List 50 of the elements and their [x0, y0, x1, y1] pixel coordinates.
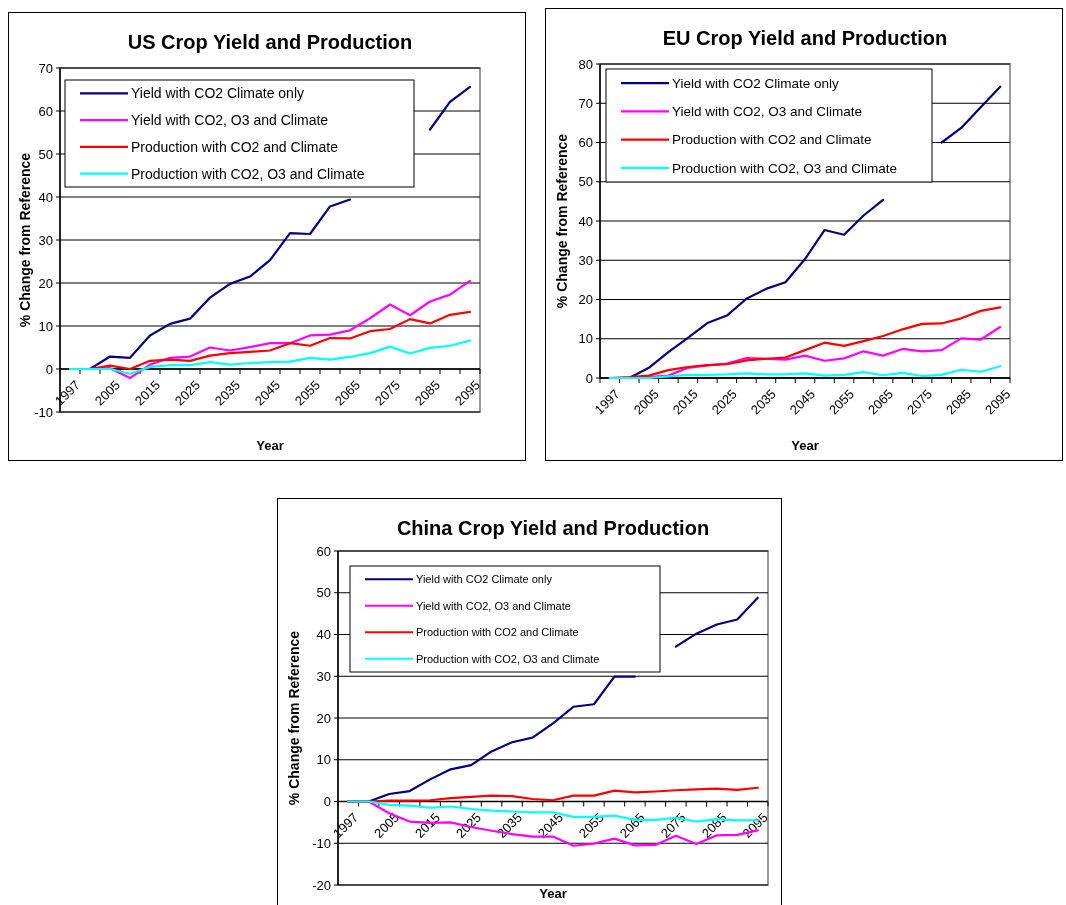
- y-tick-label: 50: [316, 585, 331, 601]
- y-axis-title: % Change from Reference: [554, 133, 570, 309]
- legend-label: Production with CO2, O3 and Climate: [131, 165, 365, 182]
- y-tick-label: 60: [316, 543, 331, 559]
- y-tick-label: 20: [38, 275, 53, 291]
- legend-label: Yield with CO2, O3 and Climate: [416, 599, 571, 612]
- chart-title: China Crop Yield and Production: [396, 517, 710, 539]
- y-tick-label: 30: [316, 668, 331, 684]
- y-tick-label: 20: [578, 292, 593, 307]
- y-tick-label: 0: [45, 361, 53, 377]
- legend-label: Yield with CO2, O3 and Climate: [672, 104, 863, 120]
- y-tick-label: 70: [38, 60, 53, 76]
- y-tick-label: 10: [316, 752, 331, 768]
- y-tick-label: 60: [578, 135, 593, 150]
- y-axis-title: % Change from Reference: [17, 152, 33, 328]
- y-tick-label: -10: [34, 404, 53, 420]
- y-tick-label: -20: [312, 877, 331, 893]
- y-tick-label: -10: [312, 835, 331, 851]
- y-tick-label: 20: [316, 710, 331, 726]
- y-tick-label: 10: [38, 318, 53, 334]
- chart-title: US Crop Yield and Production: [127, 31, 413, 53]
- line-series: [68, 339, 472, 375]
- y-tick-label: 30: [578, 252, 593, 268]
- legend-label: Yield with CO2 Climate only: [672, 75, 840, 91]
- legend-label: Yield with CO2 Climate only: [416, 573, 553, 586]
- legend-label: Production with CO2 and Climate: [131, 138, 339, 155]
- y-tick-label: 10: [578, 331, 593, 347]
- y-tick-label: 50: [578, 174, 593, 190]
- y-tick-label: 40: [38, 189, 53, 205]
- legend-label: Production with CO2 and Climate: [416, 626, 579, 639]
- y-tick-label: 30: [38, 232, 53, 248]
- y-tick-label: 0: [585, 370, 593, 386]
- y-tick-label: 80: [578, 56, 593, 72]
- y-tick-label: 0: [323, 794, 331, 809]
- legend-label: Production with CO2, O3 and Climate: [416, 652, 600, 665]
- y-tick-label: 60: [38, 103, 53, 119]
- y-tick-label: 40: [578, 213, 593, 229]
- chart-title: EU Crop Yield and Production: [662, 27, 948, 49]
- y-tick-label: 50: [38, 146, 53, 162]
- legend-label: Yield with CO2, O3 and Climate: [131, 112, 329, 129]
- legend-label: Yield with CO2 Climate only: [131, 85, 304, 102]
- y-tick-label: 70: [578, 95, 593, 111]
- y-tick-label: 40: [316, 627, 331, 642]
- legend-label: Production with CO2 and Climate: [672, 132, 872, 148]
- x-axis-title: Year: [791, 438, 819, 453]
- line-series: [608, 365, 1002, 380]
- y-axis-title: % Change from Reference: [286, 630, 302, 806]
- x-axis-title: Year: [256, 438, 284, 453]
- x-axis-title: Year: [539, 886, 567, 901]
- legend-label: Production with CO2, O3 and Climate: [672, 160, 898, 176]
